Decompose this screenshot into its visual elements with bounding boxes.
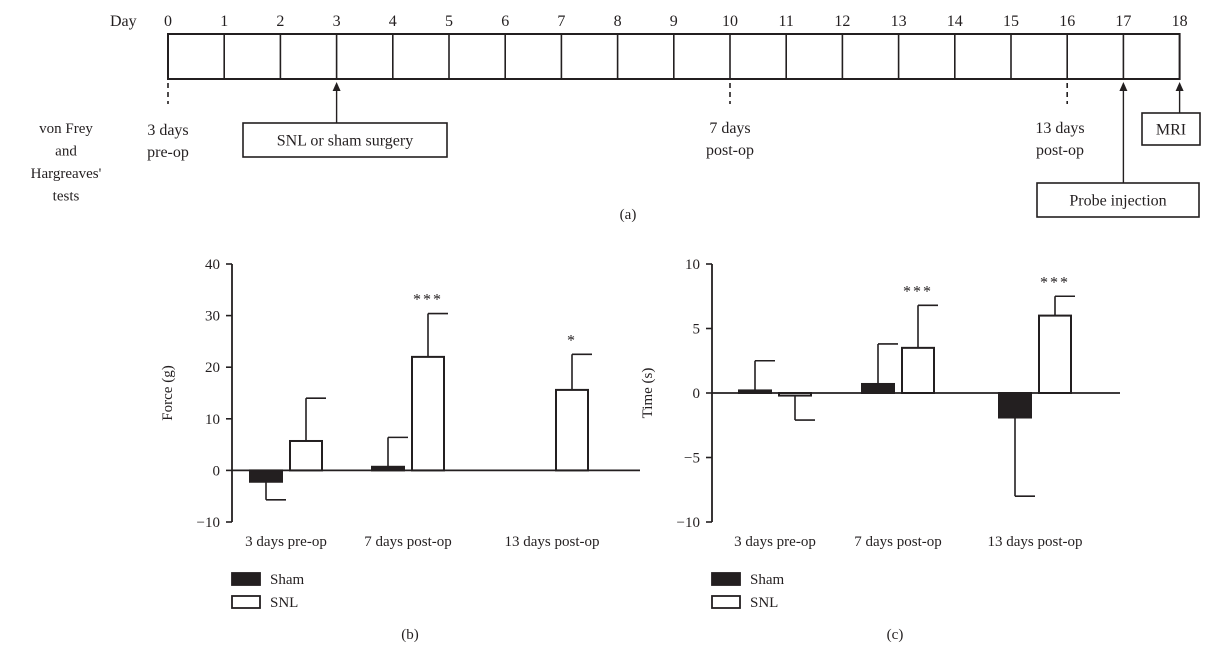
panel-label: (b) [401, 627, 419, 643]
timeline-day-tick-label: 2 [276, 13, 284, 30]
x-category-label: 3 days pre-op [245, 534, 327, 550]
significance-marker: *** [413, 292, 443, 309]
bar-snl [778, 392, 812, 397]
y-tick-label: −10 [677, 515, 700, 531]
timeline-day-tick-label: 12 [834, 13, 850, 30]
event-label-box [1036, 182, 1200, 218]
event-label-box [242, 122, 448, 158]
y-axis-label: Force (g) [160, 365, 176, 420]
bar-sham [371, 465, 405, 472]
bar-sham [249, 469, 283, 483]
event-label: Probe injection [1069, 193, 1166, 210]
timeline-day-tick-label: 0 [164, 13, 172, 30]
timeline-day-tick-label: 3 [333, 13, 341, 30]
timeline-day-tick-label: 8 [614, 13, 622, 30]
timeline-test-label: von Frey [39, 121, 93, 137]
bar-snl [411, 355, 445, 472]
y-tick-label: 0 [213, 463, 221, 479]
x-category-label: 3 days pre-op [734, 534, 816, 550]
timeline-day-tick-label: 11 [778, 13, 793, 30]
legend-label: SNL [270, 595, 298, 611]
event-label-box [1141, 112, 1201, 146]
y-tick-label: −10 [197, 515, 220, 531]
event-arrow-head [1119, 82, 1128, 91]
y-tick-label: 5 [693, 322, 701, 338]
significance-marker: *** [1040, 274, 1070, 291]
timeline-test-label: Hargreaves' [31, 166, 102, 182]
legend-swatch-snl [711, 595, 741, 609]
bar-sham [998, 392, 1032, 419]
bar-snl [1038, 314, 1072, 395]
timepoint-label: 3 days [147, 122, 188, 139]
legend-swatch-snl [231, 595, 261, 609]
timeline-day-tick-label: 18 [1172, 13, 1188, 30]
timeline-day-tick-label: 17 [1115, 13, 1131, 30]
legend-label: Sham [270, 572, 305, 588]
timeline-day-tick-label: 4 [389, 13, 397, 30]
timeline-day-label: Day [110, 13, 137, 30]
bar-sham [861, 382, 895, 395]
chart-panel-c: −10 −5 0 5 10 Time (s) 3 days pre-op 7 days pos… [640, 257, 1120, 643]
timeline-day-tick-label: 13 [891, 13, 907, 30]
bar-sham [738, 389, 772, 395]
event-arrow-head [1175, 82, 1184, 91]
panel-label-a: (a) [620, 207, 637, 223]
legend-label: Sham [750, 572, 785, 588]
panel-label: (c) [887, 627, 904, 643]
significance-marker: * [567, 332, 577, 349]
timeline-day-tick-label: 15 [1003, 13, 1019, 30]
timepoint-label: post-op [706, 142, 754, 159]
y-tick-label: 0 [693, 386, 701, 402]
x-category-label: 13 days post-op [988, 534, 1083, 550]
timeline-day-tick-label: 16 [1059, 13, 1075, 30]
timepoint-label: 7 days [709, 120, 750, 137]
y-tick-label: −5 [684, 451, 700, 467]
y-tick-label: 40 [205, 257, 220, 273]
bar-snl [289, 439, 323, 472]
timeline-day-tick-label: 7 [557, 13, 565, 30]
timepoint-label: 13 days [1035, 120, 1084, 137]
timeline-day-tick-label: 5 [445, 13, 453, 30]
x-category-label: 7 days post-op [364, 534, 452, 550]
legend-swatch-sham [711, 572, 741, 586]
chart-panel-b: −10 0 10 20 30 40 Force (g) 3 days pre-op 7 days… [160, 257, 640, 643]
timeline-day-tick-label: 14 [947, 13, 963, 30]
significance-marker: *** [903, 283, 933, 300]
timeline-day-tick-label: 6 [501, 13, 509, 30]
event-arrow-head [332, 82, 341, 91]
y-axis-label: Time (s) [640, 368, 656, 419]
event-label: SNL or sham surgery [277, 133, 413, 150]
timeline-test-label: tests [53, 189, 80, 205]
timeline-day-tick-label: 9 [670, 13, 678, 30]
y-tick-label: 10 [685, 257, 700, 273]
y-tick-label: 20 [205, 360, 220, 376]
timeline-day-tick-label: 1 [220, 13, 228, 30]
event-label: MRI [1156, 122, 1186, 139]
bar-snl [901, 346, 935, 395]
timeline-day-tick-label: 10 [722, 13, 738, 30]
timepoint-label: post-op [1036, 142, 1084, 159]
bar-snl [555, 388, 589, 472]
timepoint-label: pre-op [147, 144, 189, 161]
y-tick-label: 30 [205, 309, 220, 325]
x-category-label: 13 days post-op [505, 534, 600, 550]
y-tick-label: 10 [205, 412, 220, 428]
legend-swatch-sham [231, 572, 261, 586]
legend-label: SNL [750, 595, 778, 611]
x-category-label: 7 days post-op [854, 534, 942, 550]
timeline-test-label: and [55, 144, 77, 160]
